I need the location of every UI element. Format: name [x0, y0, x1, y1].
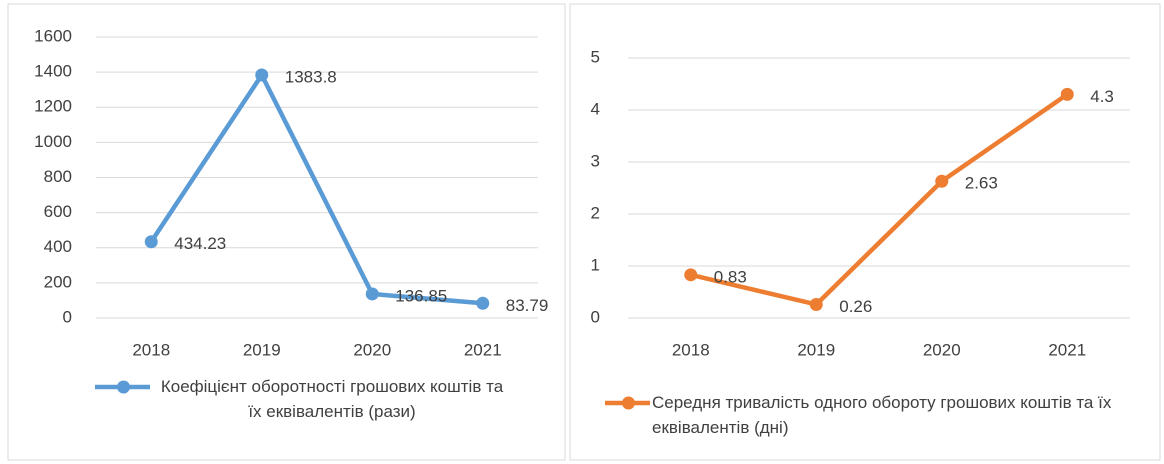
legend-label: Коефіцієнт оборотності грошових коштів т…: [160, 377, 504, 421]
y-tick-label: 0: [591, 307, 600, 326]
x-tick-label: 2019: [797, 340, 835, 359]
data-label: 0.26: [839, 297, 872, 316]
y-tick-label: 1: [591, 255, 600, 274]
y-tick-label: 4: [591, 99, 600, 118]
x-tick-label: 2020: [353, 340, 391, 359]
y-tick-label: 400: [44, 237, 72, 256]
marker: [684, 268, 698, 282]
x-tick-label: 2018: [132, 340, 170, 359]
y-tick-label: 2: [591, 203, 600, 222]
legend-marker: [117, 380, 130, 394]
data-label: 136.85: [395, 286, 447, 305]
data-label: 1383.8: [285, 67, 337, 86]
panel: [7, 3, 566, 461]
data-label: 83.79: [506, 296, 549, 315]
panel: [569, 3, 1161, 461]
marker: [144, 235, 158, 249]
x-tick-label: 2019: [243, 340, 281, 359]
data-label: 2.63: [965, 174, 998, 193]
marker: [1060, 87, 1074, 101]
data-label: 434.23: [174, 234, 226, 253]
y-tick-label: 3: [591, 151, 600, 170]
line: [149, 72, 483, 306]
legend-marker: [622, 396, 635, 410]
x-tick-label: 2021: [464, 340, 502, 359]
x-tick-label: 2021: [1048, 340, 1086, 359]
y-tick-label: 600: [44, 202, 72, 221]
y-tick-label: 1200: [34, 97, 72, 116]
marker: [935, 174, 949, 188]
data-label: 4.3: [1090, 87, 1114, 106]
data-label: 0.83: [714, 267, 747, 286]
y-tick-label: 1600: [34, 26, 72, 45]
line: [690, 92, 1069, 307]
x-tick-label: 2018: [672, 340, 710, 359]
y-tick-label: 200: [44, 272, 72, 291]
x-tick-label: 2020: [923, 340, 961, 359]
y-tick-label: 5: [591, 47, 600, 66]
y-tick-label: 1000: [34, 132, 72, 151]
marker: [476, 296, 490, 310]
marker: [809, 297, 823, 311]
marker: [365, 287, 379, 301]
y-tick-label: 800: [44, 167, 72, 186]
marker: [255, 68, 269, 82]
y-tick-label: 0: [63, 307, 72, 326]
y-tick-label: 1400: [34, 62, 72, 81]
legend-label: Середня тривалість одного обороту грошов…: [652, 393, 1112, 437]
